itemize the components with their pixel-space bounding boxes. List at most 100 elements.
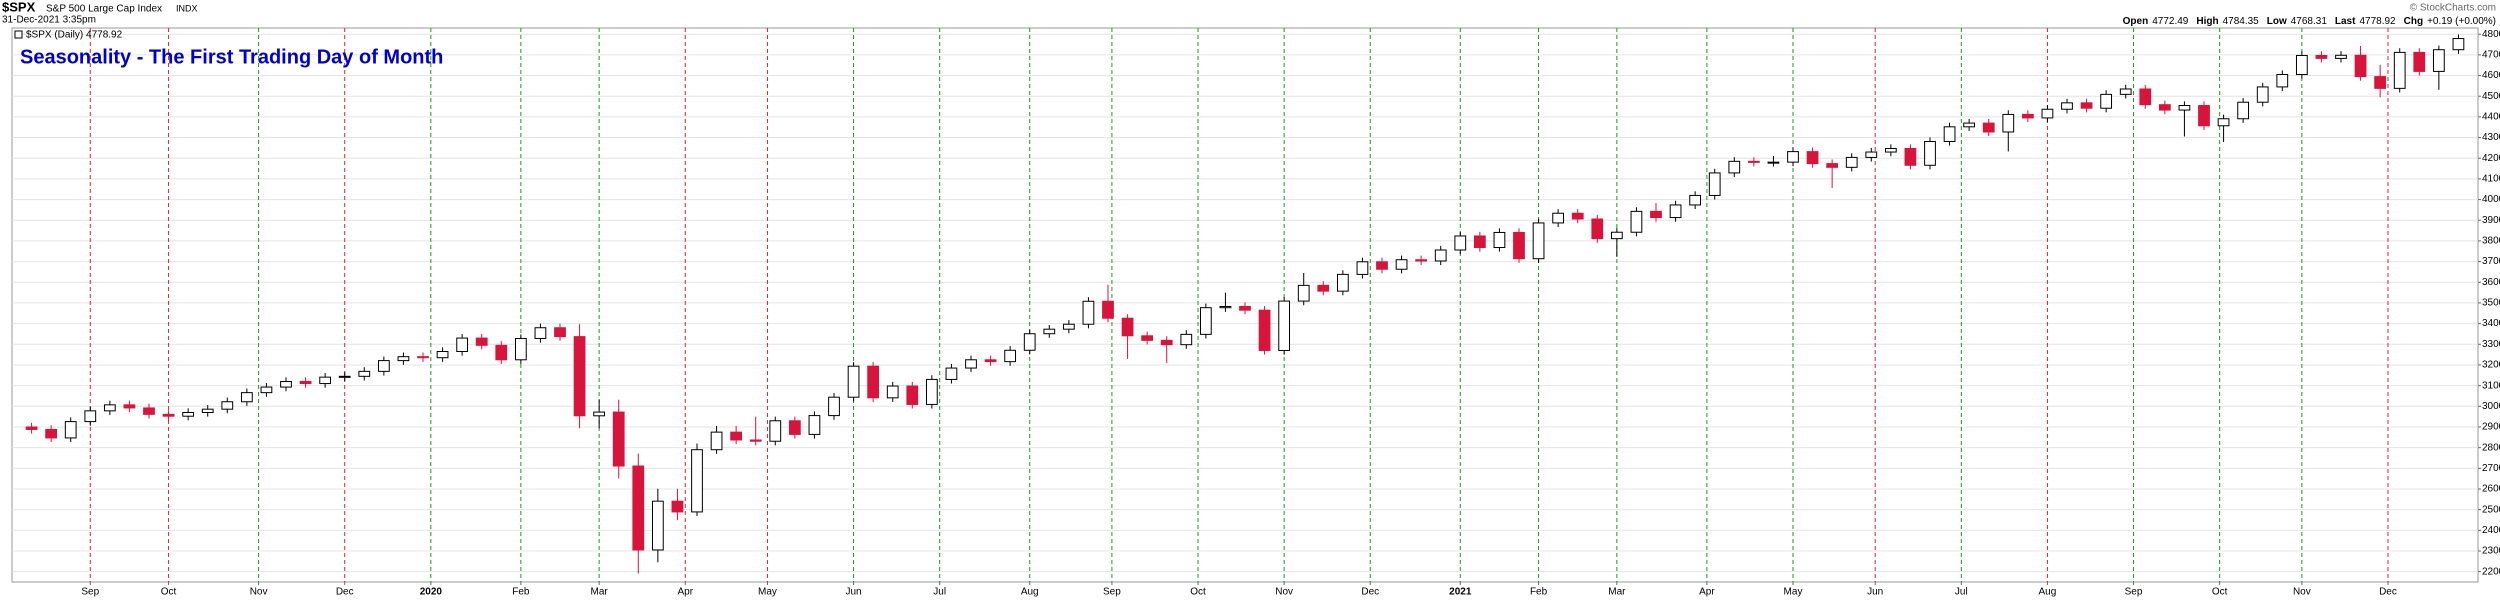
quote: Open 4772.49 High 4784.35 Low 4768.31 Last 4778… [2123,16,2496,27]
candle-body [1650,210,1662,219]
candle-body [2393,51,2406,89]
y-tick-label: 3200 [2482,360,2500,371]
candle-body [338,375,351,378]
candle-body [1806,151,1819,165]
candle-body [1747,160,1760,163]
y-tick-label: 3600 [2482,277,2500,288]
candle-body [2158,104,2171,111]
y-tick-label: 3800 [2482,236,2500,247]
candle-body [64,421,77,439]
candle-body [965,359,977,369]
candle-body [945,367,958,380]
candle-body [2041,108,2054,119]
y-tick-label: 2500 [2482,504,2500,515]
x-tick-label: Dec [2379,587,2397,598]
candle-body [299,380,312,385]
legend-swatch [14,30,23,39]
candle-body [1004,349,1017,363]
candle-body [475,337,488,346]
candle-body [2413,51,2426,72]
candle-body [671,500,684,513]
candle-body [1102,300,1114,319]
candle-body [1571,212,1584,220]
x-tick-label: Mar [1608,587,1626,598]
candle-body [2335,54,2347,59]
candle-body [1415,259,1428,262]
quote-label: Last [2335,16,2356,27]
candle-body [612,411,625,467]
candle-body [358,370,371,377]
x-tick-label: May [1784,587,1803,598]
candle-body [2374,76,2387,89]
candle-body [808,415,821,435]
x-tick-label: Mar [591,587,609,598]
y-tick-label: 3400 [2482,318,2500,329]
x-tick-label: Sep [1103,587,1121,598]
date: 31-Dec-2021 3:35pm [2,15,96,26]
candle-body [1278,300,1291,351]
candle-body [1376,261,1388,270]
candle-body [593,411,606,417]
candle-body [1787,151,1799,163]
candle-body [1767,161,1780,164]
y-tick-label: 4000 [2482,194,2500,205]
y-tick-label: 2700 [2482,463,2500,474]
candle-body [182,411,195,417]
candle-body [828,396,840,417]
y-tick-label: 3500 [2482,298,2500,309]
candle-body [925,378,938,405]
y-tick-label: 4600 [2482,70,2500,81]
exchange: INDX [176,3,198,13]
candle-body [397,356,410,362]
symbol: $SPX [2,0,36,14]
x-tick-label: May [758,587,777,598]
candle-body [1199,307,1212,335]
candle-body [436,351,449,359]
candle-body [2080,102,2093,109]
candle-body [1943,126,1956,142]
candle-body [319,376,332,385]
candle-body [573,336,586,417]
candle-body [906,385,919,405]
quote-value: 4768.31 [2291,16,2328,27]
candle-body [2178,105,2191,111]
x-tick-label: 2020 [420,587,443,598]
candle-body [847,365,860,398]
candle-body [1865,151,1878,158]
quote-label: Chg [2404,16,2423,27]
candle-body [1336,273,1349,292]
candle-body [2276,74,2289,88]
quote-value: +0.19 (+0.00%) [2427,16,2496,27]
candle-body [456,337,469,353]
y-tick-label: 4800 [2482,29,2500,40]
x-tick-label: Apr [677,587,693,598]
candle-body [730,431,743,441]
x-tick-label: Dec [1361,587,1379,598]
candle-body [221,401,234,410]
quote-value: 4772.49 [2152,16,2189,27]
candle-body [651,500,664,551]
x-tick-label: Aug [1021,587,1039,598]
candle-body [632,465,645,551]
candle-body [710,431,723,451]
candle-body [123,404,136,409]
candle-body [260,386,273,394]
candle-body [2139,88,2152,106]
candle-body [2315,54,2328,59]
candle-body [1708,172,1721,196]
candle-body [1982,122,1995,133]
index-name: S&P 500 Large Cap Index [46,4,162,15]
x-tick-label: Jul [1955,587,1968,598]
candle-body [1258,309,1271,351]
candle-body [1141,335,1154,341]
quote-label: High [2196,16,2218,27]
candle-body [1356,261,1369,275]
quote-value: 4778.92 [2359,16,2396,27]
credit: © StockCharts.com [2410,3,2496,14]
candle-body [2002,113,2015,133]
x-tick-label: Oct [161,587,177,598]
y-tick-label: 4200 [2482,153,2500,164]
x-tick-label: Nov [1275,587,1293,598]
candle-body [417,356,429,359]
